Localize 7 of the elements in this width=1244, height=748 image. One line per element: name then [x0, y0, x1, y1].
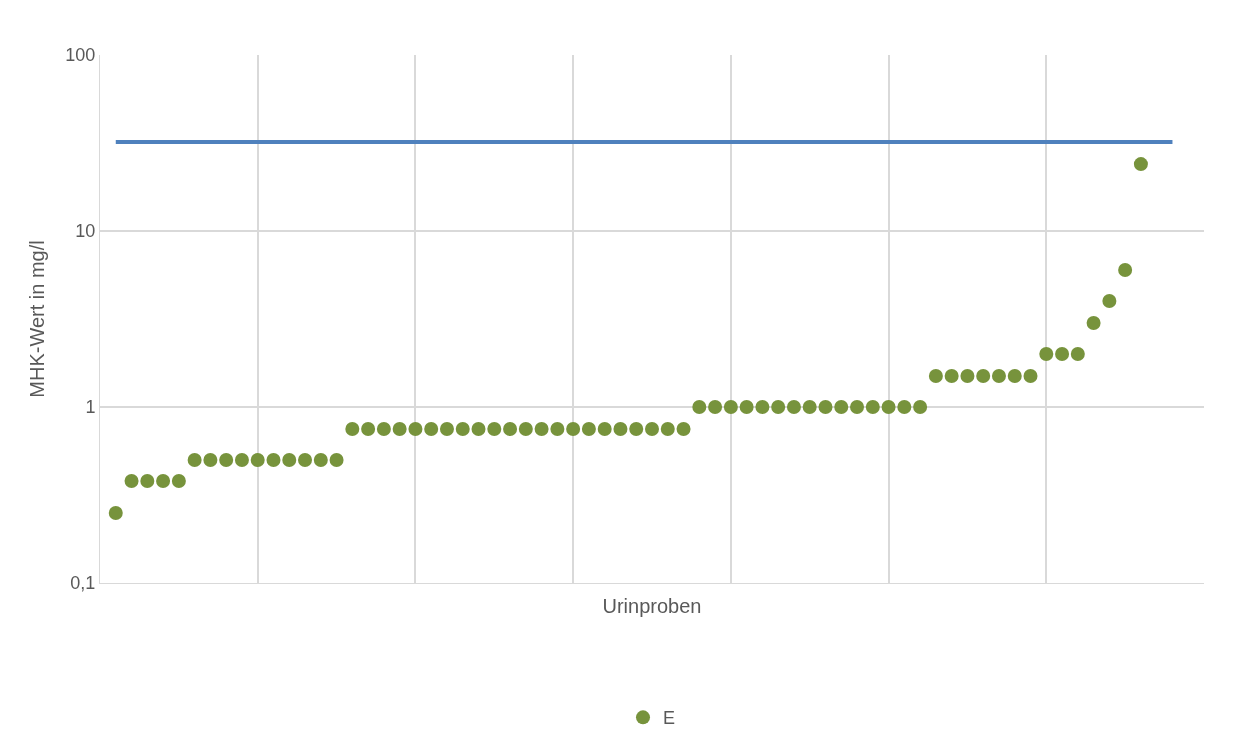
legend-label: E	[663, 708, 676, 729]
y-tick-label: 10	[75, 221, 96, 242]
y-tick-label: 100	[65, 45, 96, 66]
y-tick-label: 0,1	[70, 573, 96, 594]
y-axis-title: MHK-Wert in mg/l	[25, 240, 48, 398]
x-axis-title: Urinproben	[602, 594, 702, 617]
y-tick-label: 1	[85, 397, 96, 418]
